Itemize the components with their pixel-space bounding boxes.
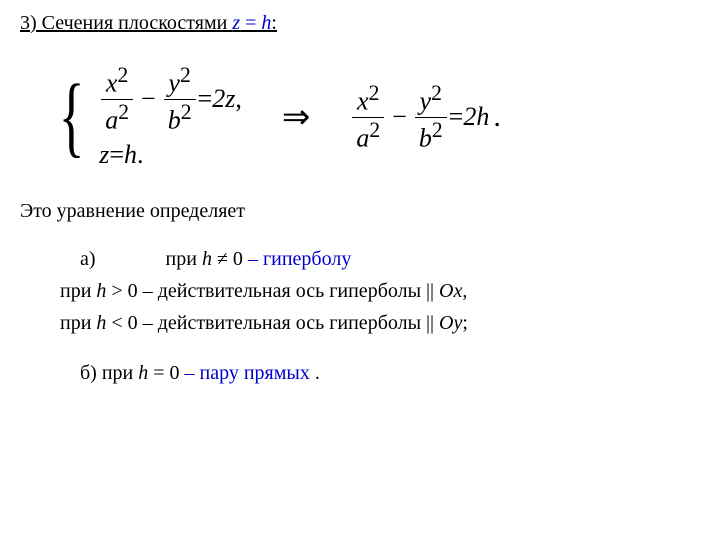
num-y: y <box>168 69 180 98</box>
pri: при <box>60 280 96 302</box>
pri: при <box>166 248 202 270</box>
case-a1-line: при h > 0 – действительная ось гиперболы… <box>60 275 700 307</box>
sup-2: 2 <box>181 100 192 124</box>
num-x: x <box>357 87 369 116</box>
fraction-y2-b2: y2 b2 <box>415 83 447 151</box>
case-a-label: а) <box>80 248 96 270</box>
case-b-line: б) при h = 0 – пару прямых . <box>80 357 700 389</box>
den-a: a <box>105 105 118 134</box>
system-line-2: z = h . <box>99 141 242 170</box>
case-a-line: а) при h ≠ 0 – гиперболу <box>80 243 700 275</box>
den-b: b <box>168 105 181 134</box>
implies-arrow-icon: ⇒ <box>282 97 311 137</box>
fraction-x2-a2: x2 a2 <box>101 65 133 133</box>
heading-var-h: h <box>261 12 271 34</box>
var-h: h <box>202 248 212 270</box>
minus-op: − <box>141 85 156 114</box>
den-b: b <box>419 124 432 153</box>
heading-var-z: z <box>232 12 240 34</box>
sup-2: 2 <box>118 100 129 124</box>
heading-colon: : <box>271 12 277 34</box>
equation-system: x2 a2 − y2 b2 = 2z , z = h . <box>99 65 242 170</box>
left-brace-icon: { <box>59 72 85 162</box>
section-heading: 3) Сечения плоскостями z = h: <box>20 12 700 35</box>
den-a: a <box>356 124 369 153</box>
semicolon: ; <box>462 312 468 334</box>
dot: . <box>137 141 144 170</box>
heading-eq: = <box>240 12 261 34</box>
pri: при <box>60 312 96 334</box>
equals: = <box>449 102 464 132</box>
dash-text: – действительная ось гиперболы || <box>138 280 439 302</box>
sup-2: 2 <box>180 63 191 87</box>
fraction-x2-a2: x2 a2 <box>352 83 384 151</box>
comma: , <box>462 280 467 302</box>
equals: = <box>198 85 213 114</box>
cond: < 0 <box>106 312 137 334</box>
rhs-2z: 2z <box>212 85 235 114</box>
var-z: z <box>99 141 109 170</box>
fraction-y2-b2: y2 b2 <box>164 65 196 133</box>
equation-block: { x2 a2 − y2 b2 = 2z , z = h . ⇒ x2 a <box>50 65 700 170</box>
axis-oy: Oy <box>439 312 462 334</box>
var-h: h <box>96 312 106 334</box>
comma: , <box>235 85 242 114</box>
num-x: x <box>106 69 118 98</box>
sup-2: 2 <box>369 81 380 105</box>
dash: – <box>243 248 263 270</box>
case-a2-line: при h < 0 – действительная ось гиперболы… <box>60 307 700 339</box>
var-h: h <box>96 280 106 302</box>
dot: . <box>493 100 501 134</box>
equals: = <box>109 141 124 170</box>
cond: = 0 <box>148 362 179 384</box>
rhs-2h: 2h <box>463 102 489 132</box>
intro-paragraph: Это уравнение определяет <box>20 200 700 223</box>
result-pair-of-lines: пару прямых <box>200 362 310 384</box>
equation-result: x2 a2 − y2 b2 = 2h . <box>350 83 501 151</box>
dash-text: – действительная ось гиперболы || <box>138 312 439 334</box>
sup-2: 2 <box>117 63 128 87</box>
heading-prefix: 3) Сечения плоскостями <box>20 12 232 34</box>
var-h: h <box>138 362 148 384</box>
axis-ox: Ox <box>439 280 462 302</box>
result-hyperbola: гиперболу <box>263 248 351 270</box>
dash: – <box>180 362 200 384</box>
var-h: h <box>124 141 137 170</box>
cond: > 0 <box>106 280 137 302</box>
dot: . <box>310 362 320 384</box>
minus-op: − <box>392 102 407 132</box>
sup-2: 2 <box>369 118 380 142</box>
sup-2: 2 <box>432 118 443 142</box>
case-b-label: б) при <box>80 362 138 384</box>
system-line-1: x2 a2 − y2 b2 = 2z , <box>99 65 242 133</box>
cond: ≠ 0 <box>212 248 243 270</box>
num-y: y <box>420 87 432 116</box>
sup-2: 2 <box>431 81 442 105</box>
